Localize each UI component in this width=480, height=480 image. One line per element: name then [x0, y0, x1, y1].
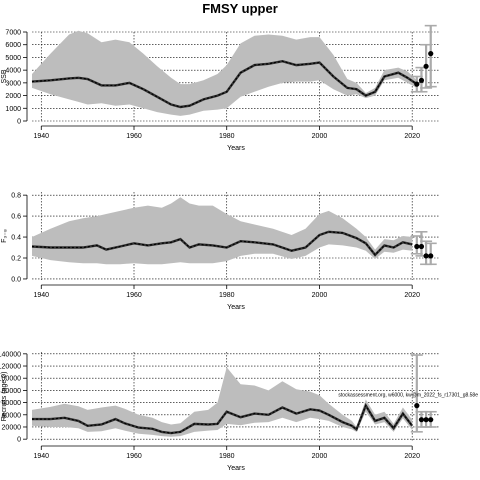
figure-title: FMSY upper: [202, 1, 278, 16]
f-ytick-label-1: 0.2: [11, 256, 21, 263]
recruits-ytick-label-1: 20000: [2, 424, 22, 431]
f-ylabel: F₃₋₈: [1, 229, 8, 243]
f-forecast-point-0: [414, 243, 420, 250]
f-ytick-label-3: 0.6: [11, 214, 21, 221]
fishing-mortality-panel: 1940 1960 1980 2000 2020 0.0 0.2 0.4 0.6 0.8 Years…: [1, 192, 440, 311]
f-xlabel: Years: [227, 304, 245, 311]
f-xtick-label-4: 2020: [404, 292, 420, 299]
ssb-xtick-label-0: 1940: [33, 133, 49, 140]
recruitment-panel: 1940 1960 1980 2000 2020 0 20000 40000 60000 8000…: [0, 351, 478, 472]
recruits-forecast-point-3: [428, 417, 434, 423]
f-forecast-point-2: [423, 253, 429, 259]
ssb-xtick-label-4: 2020: [404, 133, 420, 140]
f-ytick-label-0: 0.0: [11, 276, 21, 283]
ssb-forecast-point-2: [423, 63, 429, 69]
recruits-ytick-label-3: 60000: [2, 400, 22, 407]
ssb-xtick-label-3: 2000: [312, 133, 328, 140]
f-xtick-label-3: 2000: [312, 292, 328, 299]
ssb-panel: 1940 1960 1980 2000 2020 0 1000 2000 3000 4000 500…: [1, 24, 440, 152]
recruits-xtick-label-1: 1960: [126, 453, 142, 460]
ssb-ytick-label-0: 0: [17, 119, 21, 126]
ssb-ytick-label-7: 7000: [5, 30, 21, 37]
ssb-ytick-label-1: 1000: [5, 106, 21, 113]
ssb-ytick-label-3: 3000: [5, 80, 21, 87]
ssb-ytick-label-2: 2000: [5, 93, 21, 100]
recruits-median-dash: [32, 404, 413, 434]
f-median-dash: [31, 231, 413, 256]
recruits-xtick-label-3: 2000: [312, 453, 328, 460]
recruits-xtick-label-4: 2020: [404, 453, 420, 460]
f-ytick-label-2: 0.4: [11, 235, 21, 242]
ssb-ytick-label-6: 6000: [5, 42, 21, 49]
recruits-xlabel: Years: [227, 465, 245, 472]
f-confidence-band: [32, 197, 413, 265]
f-ytick-label-4: 0.8: [11, 193, 21, 200]
recruits-ytick-label-2: 40000: [2, 412, 22, 419]
ssb-xlabel: Years: [227, 145, 245, 152]
recruits-confidence-band: [32, 367, 413, 437]
recruits-ytick-label-7: 140000: [0, 351, 21, 358]
f-xtick-label-2: 1980: [219, 292, 235, 299]
recruits-ytick-label-4: 80000: [2, 388, 22, 395]
ssb-ytick-label-5: 5000: [5, 55, 21, 62]
ssb-forecast-point-1: [418, 77, 425, 83]
f-forecast-point-3: [428, 253, 434, 259]
recruits-forecast-point-2: [423, 417, 429, 423]
ssb-ylabel: SSB: [1, 69, 8, 83]
recruits-xtick-label-2: 1980: [219, 453, 235, 460]
f-xtick-label-0: 1940: [33, 292, 49, 299]
ssb-confidence-band: [32, 30, 417, 116]
recruits-forecast-point-0: [414, 403, 420, 409]
recruits-ytick-label-5: 100000: [0, 376, 21, 383]
ssb-forecast-point-3: [428, 51, 434, 57]
ssb-xtick-label-1: 1960: [126, 133, 142, 140]
ssb-xtick-label-2: 1980: [219, 133, 235, 140]
f-forecast-point-1: [418, 243, 425, 250]
f-xtick-label-1: 1960: [126, 292, 142, 299]
recruits-forecast-point-1: [418, 417, 425, 423]
ssb-forecast-point-0: [414, 81, 420, 87]
recruits-ytick-label-0: 0: [17, 437, 21, 444]
recruits-ytick-label-6: 120000: [0, 364, 21, 371]
recruits-ylabel: Recruits (age 0): [1, 372, 8, 422]
ssb-ytick-label-4: 4000: [5, 68, 21, 75]
ssb-median-dash: [31, 60, 418, 108]
recruits-xtick-label-0: 1940: [33, 453, 49, 460]
recruits-source-note: stockassessment.org, w6000, kw@m_2022_fs…: [338, 393, 478, 399]
